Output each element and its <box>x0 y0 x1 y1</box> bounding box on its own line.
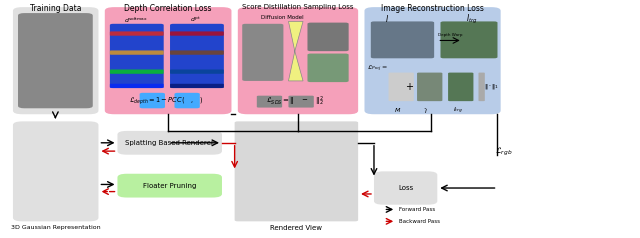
Text: +: + <box>406 82 413 92</box>
Text: $\mathcal{L}_{rgb}$: $\mathcal{L}_{rgb}$ <box>495 146 513 158</box>
FancyBboxPatch shape <box>448 73 474 101</box>
FancyBboxPatch shape <box>118 174 222 198</box>
FancyBboxPatch shape <box>235 121 358 221</box>
Text: Floater Pruning: Floater Pruning <box>143 183 196 189</box>
FancyBboxPatch shape <box>110 31 164 36</box>
Text: $\mathcal{L}_{depth} = 1 - PCC(\quad,\quad)$: $\mathcal{L}_{depth} = 1 - PCC(\quad,\qu… <box>129 95 204 107</box>
Text: $\mathcal{L}_{SDS} = \|\quad-\quad\|_2^2$: $\mathcal{L}_{SDS} = \|\quad-\quad\|_2^2… <box>266 94 324 108</box>
FancyBboxPatch shape <box>170 31 224 36</box>
Polygon shape <box>289 21 303 81</box>
FancyBboxPatch shape <box>417 73 442 101</box>
Text: Image Reconstruction Loss: Image Reconstruction Loss <box>381 4 484 13</box>
FancyBboxPatch shape <box>13 7 99 114</box>
Text: Splatting Based Renderer: Splatting Based Renderer <box>125 140 214 146</box>
FancyBboxPatch shape <box>479 73 485 101</box>
Text: $\hat{I}$: $\hat{I}$ <box>424 106 429 116</box>
Text: $\|\cdot\|_1$: $\|\cdot\|_1$ <box>484 82 499 91</box>
FancyBboxPatch shape <box>110 69 164 74</box>
FancyBboxPatch shape <box>170 69 224 74</box>
Text: $I_{trg}$: $I_{trg}$ <box>467 13 478 26</box>
FancyBboxPatch shape <box>242 24 284 81</box>
FancyBboxPatch shape <box>238 7 358 114</box>
FancyBboxPatch shape <box>289 96 314 108</box>
Text: Depth Correlation Loss: Depth Correlation Loss <box>124 4 212 13</box>
FancyBboxPatch shape <box>371 21 434 58</box>
FancyBboxPatch shape <box>364 7 500 114</box>
Text: $I_{trg}$: $I_{trg}$ <box>452 106 463 116</box>
Text: Backward Pass: Backward Pass <box>399 219 440 224</box>
FancyBboxPatch shape <box>105 7 232 114</box>
FancyBboxPatch shape <box>140 93 165 108</box>
FancyBboxPatch shape <box>110 84 164 88</box>
Text: Training Data: Training Data <box>29 4 81 13</box>
FancyBboxPatch shape <box>307 54 349 82</box>
FancyBboxPatch shape <box>175 93 200 108</box>
FancyBboxPatch shape <box>170 84 224 88</box>
Text: Loss: Loss <box>398 185 413 191</box>
Text: Depth Warp: Depth Warp <box>438 33 462 37</box>
Text: $\mathcal{L}_{Proj} = $: $\mathcal{L}_{Proj} = $ <box>367 64 387 74</box>
FancyBboxPatch shape <box>13 121 99 221</box>
FancyBboxPatch shape <box>388 73 414 101</box>
Text: Score Distillation Sampling Loss: Score Distillation Sampling Loss <box>242 4 354 10</box>
FancyBboxPatch shape <box>307 23 349 51</box>
FancyBboxPatch shape <box>110 50 164 55</box>
FancyBboxPatch shape <box>374 171 437 205</box>
Text: Forward Pass: Forward Pass <box>399 207 435 212</box>
FancyBboxPatch shape <box>18 13 93 108</box>
Text: $I$: $I$ <box>385 13 388 24</box>
Text: $d^{\mathrm{softmax}}$: $d^{\mathrm{softmax}}$ <box>125 15 148 25</box>
FancyBboxPatch shape <box>170 50 224 55</box>
FancyBboxPatch shape <box>110 24 164 88</box>
Text: Rendered View: Rendered View <box>270 225 322 231</box>
FancyBboxPatch shape <box>440 21 497 58</box>
Text: Diffusion Model: Diffusion Model <box>261 15 303 20</box>
FancyBboxPatch shape <box>118 131 222 155</box>
Text: 3D Gaussian Representation: 3D Gaussian Representation <box>11 225 100 230</box>
FancyBboxPatch shape <box>257 96 282 108</box>
Text: $M$: $M$ <box>394 106 402 114</box>
FancyBboxPatch shape <box>170 24 224 88</box>
Text: $d^{\mathrm{pt}}$: $d^{\mathrm{pt}}$ <box>190 15 201 24</box>
